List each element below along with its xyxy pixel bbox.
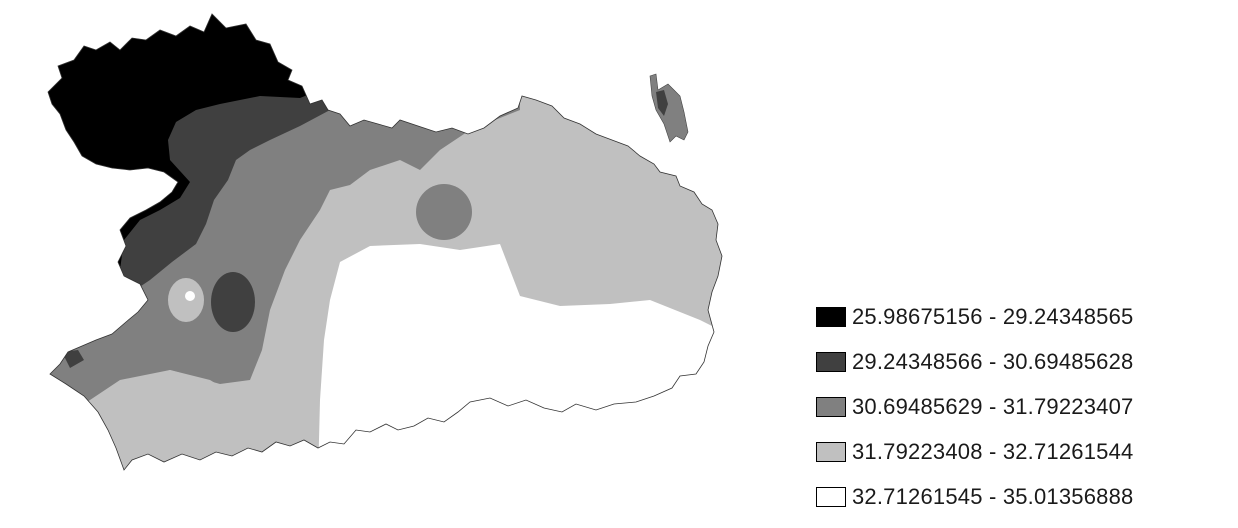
legend-label: 32.71261545 - 35.01356888 bbox=[852, 483, 1134, 509]
northeast-island bbox=[649, 73, 689, 143]
legend: 25.98675156 - 29.24348565 29.24348566 - 3… bbox=[816, 294, 1216, 519]
legend-label: 25.98675156 - 29.24348565 bbox=[852, 303, 1134, 329]
legend-swatch bbox=[816, 351, 846, 372]
legend-swatch bbox=[816, 486, 846, 507]
class-5-dot bbox=[185, 291, 195, 301]
legend-item: 32.71261545 - 35.01356888 bbox=[816, 474, 1216, 519]
legend-label: 29.24348566 - 30.69485628 bbox=[852, 348, 1134, 374]
class-3-blob bbox=[416, 184, 472, 240]
legend-item: 25.98675156 - 29.24348565 bbox=[816, 294, 1216, 339]
legend-swatch bbox=[816, 306, 846, 327]
map-region bbox=[48, 14, 722, 470]
legend-label: 31.79223408 - 32.71261544 bbox=[852, 438, 1134, 464]
class-4-southwest bbox=[80, 370, 250, 470]
legend-swatch bbox=[816, 396, 846, 417]
legend-item: 31.79223408 - 32.71261544 bbox=[816, 429, 1216, 474]
class-4-blob bbox=[168, 278, 204, 322]
choropleth-map bbox=[47, 13, 723, 471]
class-2-blob bbox=[211, 272, 255, 332]
legend-item: 29.24348566 - 30.69485628 bbox=[816, 339, 1216, 384]
legend-item: 30.69485629 - 31.79223407 bbox=[816, 384, 1216, 429]
class-2-west-patch bbox=[62, 350, 84, 368]
legend-label: 30.69485629 - 31.79223407 bbox=[852, 393, 1134, 419]
legend-swatch bbox=[816, 441, 846, 462]
